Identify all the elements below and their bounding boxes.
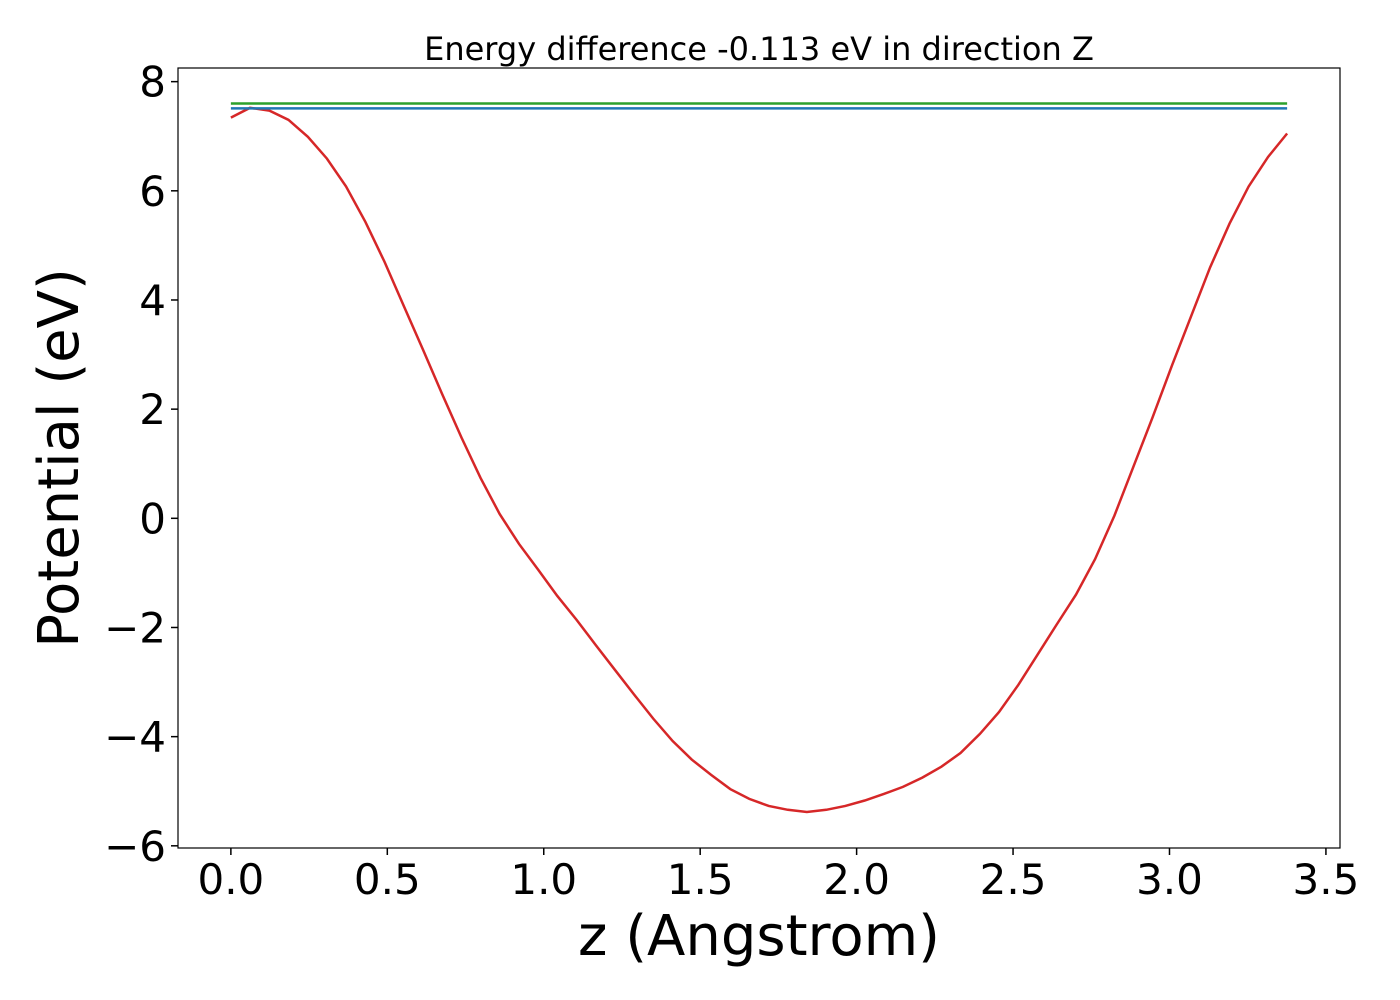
x-tick-label: 1.0 xyxy=(510,855,577,904)
x-tick-label: 3.5 xyxy=(1293,855,1360,904)
x-tick-label: 3.0 xyxy=(1136,855,1203,904)
x-tick-label: 0.0 xyxy=(197,855,264,904)
y-tick-label: 4 xyxy=(139,276,166,325)
y-tick-label: −2 xyxy=(104,603,166,652)
line-series xyxy=(230,106,1289,814)
plot-frame xyxy=(177,67,1341,849)
y-tick-label: 8 xyxy=(139,58,166,107)
y-axis-label: Potential (eV) xyxy=(27,268,92,648)
y-tick-label: −6 xyxy=(104,822,166,871)
chart-title: Energy difference -0.113 eV in direction… xyxy=(424,30,1094,68)
y-tick-label: 2 xyxy=(139,385,166,434)
x-tick-label: 2.5 xyxy=(980,855,1047,904)
x-tick-label: 1.5 xyxy=(667,855,734,904)
y-tick-label: 0 xyxy=(139,494,166,543)
y-tick-label: −4 xyxy=(104,713,166,762)
x-tick-label: 0.5 xyxy=(354,855,421,904)
y-tick-label: 6 xyxy=(139,167,166,216)
x-axis-label: z (Angstrom) xyxy=(578,904,940,969)
x-tick-label: 2.0 xyxy=(823,855,890,904)
